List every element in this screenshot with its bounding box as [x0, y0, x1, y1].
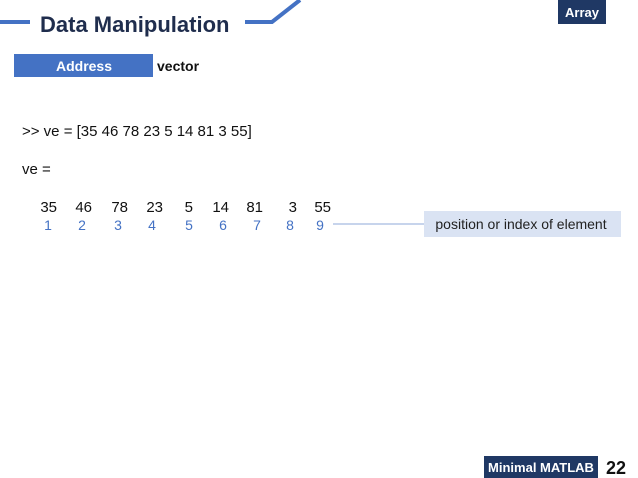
- value: 78: [111, 199, 128, 216]
- value: 55: [314, 199, 331, 216]
- title: Data Manipulation: [40, 12, 229, 37]
- value: 81: [246, 199, 263, 216]
- footer-box: [484, 456, 598, 478]
- page-number: 22: [606, 458, 626, 478]
- index: 7: [253, 217, 261, 233]
- value: 3: [289, 199, 297, 216]
- index: 9: [316, 217, 324, 233]
- value: 46: [75, 199, 92, 216]
- tag: Array: [565, 5, 600, 20]
- subheader-text: vector: [157, 58, 200, 74]
- value: 23: [146, 199, 163, 216]
- value: 5: [185, 199, 193, 216]
- header-line: [245, 0, 302, 24]
- callout-box: [424, 211, 621, 237]
- index: 6: [219, 217, 227, 233]
- tag-box: [558, 0, 606, 24]
- command: >> ve = [35 46 78 23 5 14 81 3 55]: [22, 123, 252, 140]
- value: 14: [212, 199, 229, 216]
- footer-label: Minimal MATLAB: [488, 460, 594, 475]
- address-label: Address: [56, 58, 112, 74]
- index: 4: [148, 217, 156, 233]
- index: 2: [78, 217, 86, 233]
- address-box: [14, 54, 153, 77]
- value: 35: [40, 199, 57, 216]
- output-name: ve =: [22, 161, 51, 178]
- index: 8: [286, 217, 294, 233]
- index: 1: [44, 217, 52, 233]
- index: 5: [185, 217, 193, 233]
- callout: position or index of element: [435, 216, 606, 232]
- index: 3: [114, 217, 122, 233]
